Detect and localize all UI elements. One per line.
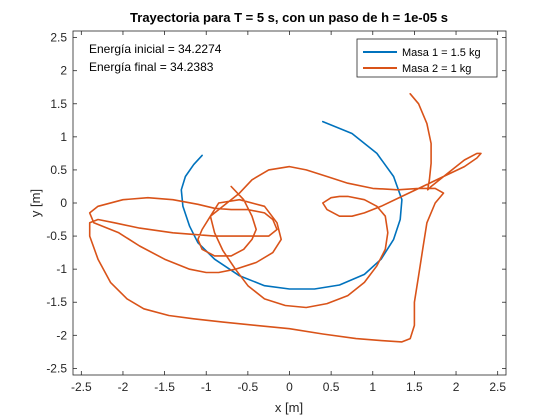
y-tick-label: -2 (56, 328, 67, 342)
x-axis-label: x [m] (275, 400, 303, 415)
x-ticks: -2.5 -2 -1.5 -1 -0.5 0 0.5 1 1.5 2 2.5 (71, 31, 506, 394)
series-line-2 (88, 93, 482, 343)
y-tick-label: -2.5 (46, 361, 67, 375)
x-tick-label: 0 (286, 380, 293, 394)
series-layer (88, 93, 482, 343)
y-tick-label: 0.5 (50, 163, 67, 177)
y-tick-label: 2 (60, 64, 67, 78)
x-tick-label: 0.5 (323, 380, 340, 394)
annotation-final-energy: Energía final = 34.2383 (89, 60, 214, 74)
x-tick-label: 2.5 (489, 380, 506, 394)
x-tick-label: -1.5 (154, 380, 175, 394)
y-tick-label: 2.5 (50, 31, 67, 45)
x-tick-label: -0.5 (238, 380, 259, 394)
y-axis-label: y [m] (28, 189, 43, 217)
chart-title: Trayectoria para T = 5 s, con un paso de… (130, 10, 448, 25)
legend-label-masa-2: Masa 2 = 1 kg (402, 63, 471, 75)
y-ticks: -2.5 -2 -1.5 -1 -0.5 0 0.5 1 1.5 2 2.5 (46, 31, 506, 375)
x-tick-label: 1 (369, 380, 376, 394)
y-tick-label: 1 (60, 130, 67, 144)
x-tick-label: -2.5 (71, 380, 92, 394)
x-tick-label: -1 (201, 380, 212, 394)
legend: Masa 1 = 1.5 kg Masa 2 = 1 kg (356, 38, 498, 78)
plot-area (73, 31, 506, 375)
annotation-initial-energy: Energía inicial = 34.2274 (89, 42, 222, 56)
legend-label-masa-1: Masa 1 = 1.5 kg (402, 47, 481, 59)
x-tick-label: -2 (118, 380, 129, 394)
x-tick-label: 1.5 (406, 380, 423, 394)
y-tick-label: 0 (60, 196, 67, 210)
y-tick-label: -1 (56, 262, 67, 276)
x-tick-label: 2 (453, 380, 460, 394)
y-tick-label: -1.5 (46, 295, 67, 309)
legend-box (356, 38, 498, 78)
y-tick-label: 1.5 (50, 97, 67, 111)
series-line-1 (180, 120, 403, 290)
y-tick-label: -0.5 (46, 229, 67, 243)
